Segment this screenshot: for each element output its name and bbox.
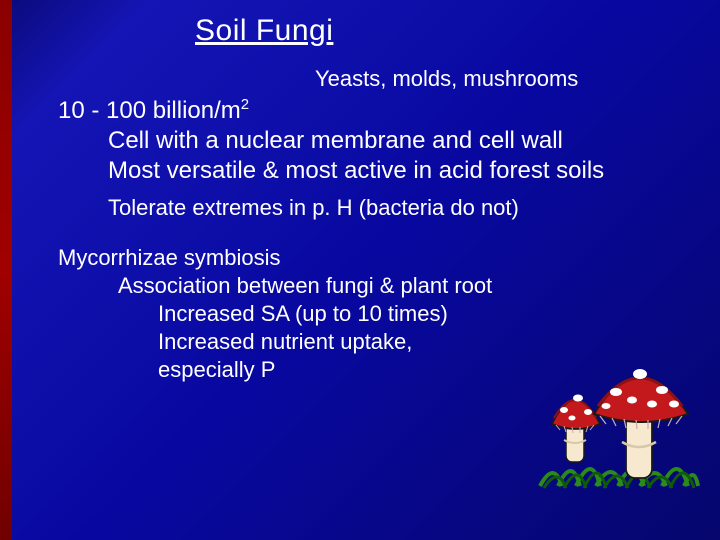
association-line: Association between fungi & plant root: [118, 273, 700, 299]
mushroom-illustration: [534, 348, 702, 498]
cell-line: Cell with a nuclear membrane and cell wa…: [108, 127, 700, 155]
density-value: 10 - 100 billion/m: [58, 97, 241, 124]
density-line: 10 - 100 billion/m2: [58, 96, 700, 125]
slide: Soil Fungi Yeasts, molds, mushrooms 10 -…: [0, 0, 720, 540]
left-accent-bar: [0, 0, 12, 540]
versatile-line: Most versatile & most active in acid for…: [108, 157, 700, 185]
tolerate-line: Tolerate extremes in p. H (bacteria do n…: [108, 195, 700, 221]
sa-line: Increased SA (up to 10 times): [158, 301, 700, 327]
mycorrhizae-line: Mycorrhizae symbiosis: [58, 245, 700, 271]
density-exponent: 2: [241, 96, 249, 113]
slide-title: Soil Fungi: [195, 14, 700, 48]
slide-content: Soil Fungi Yeasts, molds, mushrooms 10 -…: [40, 14, 700, 383]
mushroom-icon: [534, 348, 702, 498]
subtitle-text: Yeasts, molds, mushrooms: [315, 66, 700, 92]
